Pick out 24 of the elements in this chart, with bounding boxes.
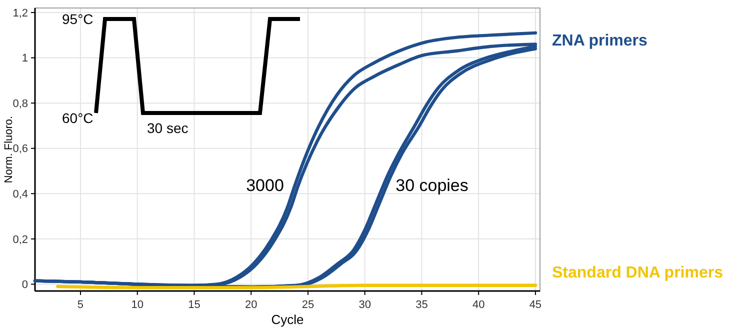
x-axis-title: Cycle xyxy=(271,312,304,327)
y-tick-label: 1,2 xyxy=(12,7,28,20)
y-tick-label: 0,8 xyxy=(12,98,28,110)
y-tick-label: 0,2 xyxy=(12,234,28,246)
x-tick-label: 5 xyxy=(77,299,84,311)
x-tick-label: 25 xyxy=(302,299,314,311)
x-tick-label: 35 xyxy=(416,299,428,311)
y-tick-label: 0,4 xyxy=(12,188,28,200)
series-label: ZNA primers xyxy=(552,32,648,50)
x-tick-label: 45 xyxy=(529,299,542,311)
annotation: 60°C xyxy=(62,110,94,126)
annotation: 30 copies xyxy=(396,176,468,195)
y-tick-label: 1 xyxy=(22,52,28,65)
series-label: Standard DNA primers xyxy=(552,264,724,282)
x-tick-label: 40 xyxy=(472,299,485,311)
y-tick-label: 0 xyxy=(22,279,28,292)
x-tick-label: 15 xyxy=(188,299,200,311)
x-tick-label: 30 xyxy=(358,299,371,311)
x-tick-label: 20 xyxy=(244,299,258,311)
annotation: 95°C xyxy=(62,11,94,27)
annotation: 3000 xyxy=(246,176,284,195)
annotation: 30 sec xyxy=(147,120,188,136)
y-tick-label: 0,6 xyxy=(12,143,28,156)
x-tick-label: 10 xyxy=(131,299,144,311)
